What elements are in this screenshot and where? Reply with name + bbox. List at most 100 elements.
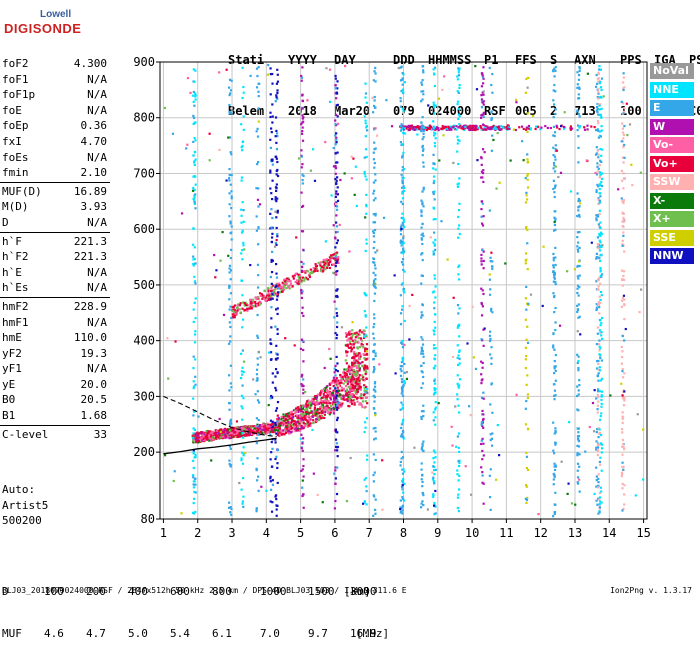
echo-point xyxy=(433,378,436,381)
echo-point xyxy=(256,296,259,299)
echo-point xyxy=(578,213,581,217)
echo-point xyxy=(310,270,314,274)
echo-point xyxy=(351,381,354,384)
echo-point xyxy=(373,367,376,370)
echo-point xyxy=(421,303,424,306)
echo-point xyxy=(215,435,219,439)
echo-point xyxy=(227,136,230,139)
echo-point xyxy=(475,88,479,91)
echo-point xyxy=(385,99,388,102)
echo-point xyxy=(352,385,355,388)
echo-point xyxy=(240,428,243,431)
param-row: yF1 N/A xyxy=(0,361,110,377)
echo-point xyxy=(194,193,197,196)
echo-point xyxy=(259,356,262,359)
echo-point xyxy=(524,497,527,500)
echo-point xyxy=(302,262,305,265)
echo-point xyxy=(420,462,423,465)
echo-point xyxy=(334,387,337,390)
echo-point xyxy=(526,228,529,232)
echo-point xyxy=(458,86,461,90)
echo-point xyxy=(434,512,437,515)
echo-point xyxy=(337,404,340,408)
echo-point xyxy=(218,148,221,152)
echo-point xyxy=(622,218,625,221)
echo-point xyxy=(402,241,405,245)
echo-point xyxy=(432,101,435,104)
echo-point xyxy=(353,364,356,367)
echo-point xyxy=(298,278,301,281)
echo-point xyxy=(256,423,259,426)
echo-point xyxy=(402,176,405,180)
echo-point xyxy=(270,306,273,309)
echo-point xyxy=(284,414,287,418)
echo-point xyxy=(336,176,339,179)
echo-point xyxy=(274,100,277,103)
values-2: Mar20 xyxy=(334,104,371,118)
echo-point xyxy=(244,451,247,455)
echo-point xyxy=(480,287,483,290)
echo-point xyxy=(321,267,324,271)
echo-point xyxy=(433,145,437,148)
echo-point xyxy=(597,243,601,247)
echo-point xyxy=(597,379,600,382)
echo-point xyxy=(315,397,318,401)
echo-point xyxy=(401,406,405,409)
echo-point xyxy=(620,472,624,476)
echo-point xyxy=(415,126,418,129)
echo-point xyxy=(228,192,231,195)
echo-point xyxy=(192,258,195,261)
echo-point xyxy=(228,424,232,427)
echo-point xyxy=(449,127,452,130)
echo-point xyxy=(353,352,356,355)
echo-point xyxy=(596,453,599,457)
echo-point xyxy=(403,482,406,485)
labels-11: PS xyxy=(689,53,700,67)
echo-point xyxy=(324,399,327,403)
echo-point xyxy=(597,97,600,100)
echo-point xyxy=(578,478,581,481)
echo-point xyxy=(599,298,602,302)
echo-point xyxy=(249,426,252,430)
echo-point xyxy=(457,74,461,77)
echo-point xyxy=(287,425,290,429)
echo-point xyxy=(235,420,239,423)
echo-point xyxy=(276,462,279,465)
echo-point xyxy=(622,507,625,510)
echo-point xyxy=(192,94,195,97)
echo-point xyxy=(354,332,357,335)
echo-point xyxy=(402,189,406,193)
echo-point xyxy=(264,299,267,302)
echo-point xyxy=(299,406,303,410)
echo-point xyxy=(254,425,257,428)
echo-point xyxy=(364,82,367,85)
echo-point xyxy=(405,127,408,130)
echo-point xyxy=(397,66,400,70)
echo-point xyxy=(352,368,355,372)
echo-point xyxy=(331,263,334,266)
echo-point xyxy=(270,440,273,444)
echo-point xyxy=(482,417,485,421)
echo-point xyxy=(570,502,574,505)
echo-point xyxy=(373,471,376,474)
echo-point xyxy=(620,362,623,365)
echo-point xyxy=(228,298,231,301)
echo-point xyxy=(527,76,530,80)
echo-point xyxy=(192,68,195,71)
echo-point xyxy=(554,165,557,168)
echo-point xyxy=(401,394,405,397)
echo-point xyxy=(335,404,338,407)
echo-point xyxy=(434,387,437,391)
echo-point xyxy=(334,449,337,452)
echo-point xyxy=(482,128,485,131)
echo-point xyxy=(346,391,349,395)
echo-point xyxy=(450,425,453,428)
echo-point xyxy=(421,201,424,204)
echo-point xyxy=(622,112,625,115)
echo-point xyxy=(312,419,315,422)
echo-point xyxy=(480,423,483,426)
echo-point xyxy=(399,100,402,103)
echo-point xyxy=(314,412,318,415)
echo-point xyxy=(421,442,424,445)
echo-point xyxy=(349,342,352,346)
